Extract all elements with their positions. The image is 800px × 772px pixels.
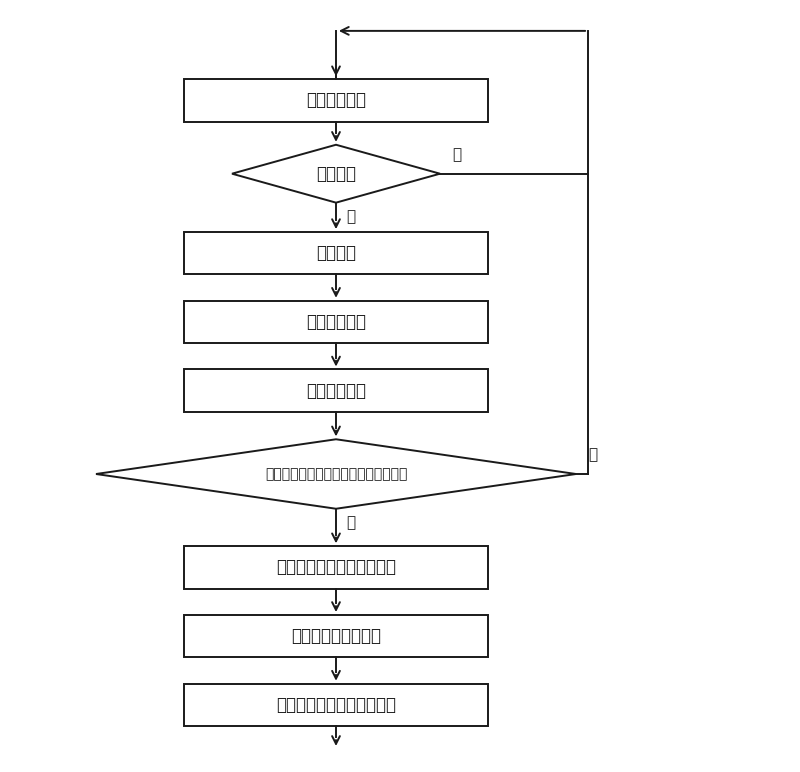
Bar (184, 615, 488, 658)
Text: 否: 否 (452, 147, 461, 162)
Polygon shape (232, 145, 440, 202)
Text: 判断扰动电缆是否发生了连续三次扰动: 判断扰动电缆是否发生了连续三次扰动 (265, 467, 407, 481)
Bar (184, 684, 488, 726)
Text: 扰动电缆判定: 扰动电缆判定 (306, 381, 366, 400)
Bar (184, 232, 488, 274)
Text: 模极大值提取: 模极大值提取 (306, 313, 366, 331)
Text: 计算连续三次扰动时间间隔: 计算连续三次扰动时间间隔 (276, 558, 396, 577)
Bar (184, 547, 488, 588)
Text: 输出电缆在线绝缘监测结果: 输出电缆在线绝缘监测结果 (276, 696, 396, 714)
Text: 是: 是 (346, 515, 355, 530)
Text: 与预设时间间隔比较: 与预设时间间隔比较 (291, 627, 381, 645)
Text: 是: 是 (346, 208, 355, 224)
Polygon shape (96, 439, 576, 509)
Bar (184, 370, 488, 412)
Text: 扰动检测: 扰动检测 (316, 164, 356, 183)
Bar (184, 79, 488, 121)
Bar (184, 300, 488, 343)
Text: 否: 否 (588, 448, 597, 462)
Text: 行波数据采样: 行波数据采样 (306, 91, 366, 110)
Text: 小波变换: 小波变换 (316, 244, 356, 262)
